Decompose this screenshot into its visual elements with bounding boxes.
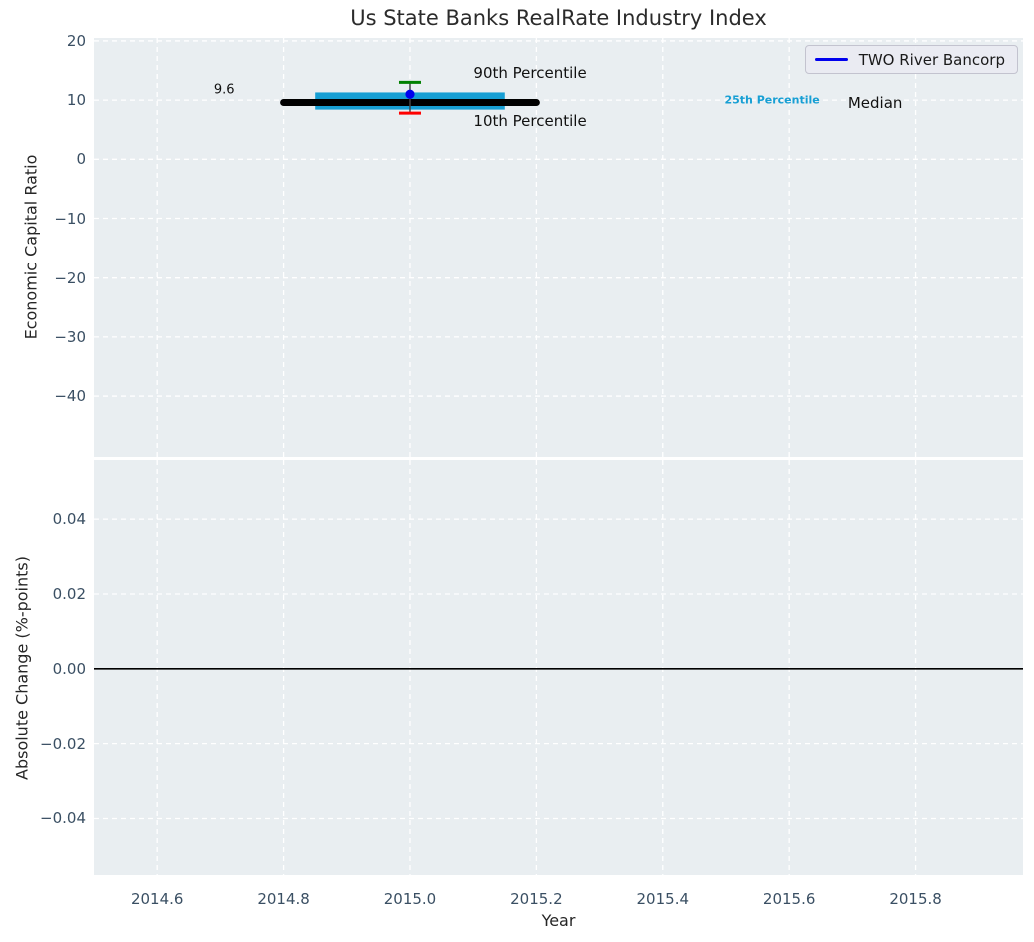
x-tick-label: 2015.6 (762, 890, 816, 908)
legend: TWO River Bancorp (804, 45, 1018, 74)
top-plot-area (94, 38, 1023, 457)
y-axis-label-top: Economic Capital Ratio (21, 154, 41, 340)
y-tick-label: −0.04 (40, 809, 86, 828)
annotation-90th-percentile: 90th Percentile (473, 63, 587, 82)
annotation-10th-percentile: 10th Percentile (473, 112, 587, 131)
y-tick-label: −20 (54, 268, 86, 287)
x-tick-label: 2015.4 (636, 890, 690, 908)
chart-title: Us State Banks RealRate Industry Index (350, 6, 767, 30)
x-tick-label: 2015.8 (889, 890, 942, 908)
y-tick-label: 0 (76, 150, 86, 169)
legend-line-swatch (814, 58, 848, 61)
annotation-median: Median (847, 93, 903, 112)
annotation-25th-percentile: 25th Percentile (724, 93, 820, 107)
y-tick-label: 0.02 (52, 584, 86, 603)
x-tick-label: 2014.8 (257, 890, 310, 908)
x-axis-label: Year (541, 911, 576, 930)
y-tick-label: 10 (66, 91, 86, 110)
x-tick-label: 2015.0 (383, 890, 437, 908)
absolute-change-canvas (94, 460, 1023, 875)
x-tick-label: 2014.6 (130, 890, 184, 908)
company-point (405, 89, 415, 99)
bottom-plot-area (94, 460, 1023, 875)
y-tick-label: −0.02 (40, 734, 86, 753)
y-tick-label: −40 (54, 387, 86, 406)
economic-capital-ratio-canvas (94, 38, 1023, 457)
y-tick-label: 0.04 (52, 510, 86, 529)
y-tick-label: −10 (54, 209, 86, 228)
x-tick-label: 2015.2 (510, 890, 563, 908)
legend-label: TWO River Bancorp (858, 50, 1005, 69)
y-tick-label: −30 (54, 327, 86, 346)
median-value-label: 9.6 (213, 82, 235, 98)
y-tick-label: 0.00 (52, 659, 86, 678)
y-tick-label: 20 (66, 31, 86, 50)
